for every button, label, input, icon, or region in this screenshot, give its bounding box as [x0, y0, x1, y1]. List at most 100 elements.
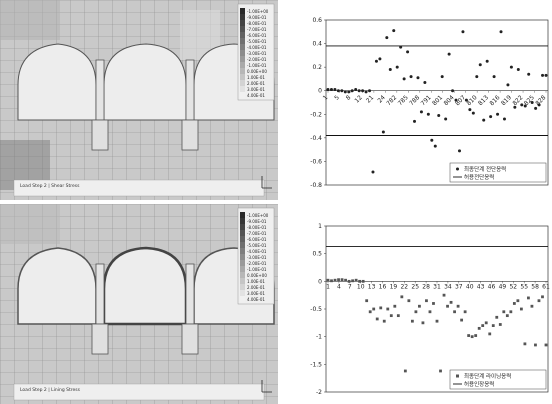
- data-point: [516, 68, 520, 71]
- data-point: [419, 110, 423, 114]
- y-tick-label: 0.6: [312, 17, 322, 24]
- data-point: [544, 343, 548, 347]
- colorbar-label: -8.00E-01: [247, 225, 267, 230]
- colorbar-swatch: [240, 278, 245, 284]
- colorbar-label: 3.00E-01: [247, 291, 265, 296]
- data-point: [333, 278, 337, 282]
- y-tick-label: 0: [318, 278, 322, 285]
- colorbar-label: 2.00E-01: [247, 285, 265, 290]
- data-point: [495, 315, 499, 319]
- data-point: [399, 45, 403, 49]
- data-point: [388, 68, 392, 71]
- colorbar-swatch: [240, 272, 245, 278]
- x-tick-label: 21: [365, 94, 375, 104]
- data-point: [368, 89, 372, 93]
- colorbar-swatch: [240, 56, 245, 62]
- data-point: [534, 106, 538, 110]
- data-point: [470, 335, 474, 339]
- colorbar-swatch: [240, 14, 245, 20]
- x-tick-label: 4: [337, 283, 341, 290]
- x-tick-label: 24: [376, 94, 386, 104]
- y-tick-label: -2: [316, 389, 322, 396]
- colorbar-label: 1.00E-01: [247, 279, 265, 284]
- x-tick-label: 12: [353, 94, 363, 104]
- data-point: [433, 144, 437, 148]
- data-point: [461, 30, 465, 34]
- x-tick-label: 46: [488, 283, 496, 290]
- y-tick-label: -0.4: [310, 135, 322, 142]
- colorbar-label: 0.00E+00: [247, 69, 267, 74]
- x-tick-label: 28: [422, 283, 430, 290]
- colorbar-label: -1.00E+00: [247, 213, 269, 218]
- fem-mesh-top: -1.00E+00-9.00E-01-8.00E-01-7.00E-01-6.0…: [0, 0, 278, 200]
- data-point: [471, 111, 475, 115]
- data-point: [485, 59, 489, 63]
- data-point: [523, 342, 527, 346]
- colorbar-swatch: [240, 26, 245, 32]
- data-point: [375, 317, 379, 321]
- data-point: [541, 73, 545, 77]
- data-point: [474, 334, 478, 337]
- legend-box: [449, 162, 547, 183]
- data-point: [537, 103, 541, 107]
- data-point: [440, 75, 444, 79]
- legend-series-label: 최종단계 라이닝응력: [464, 372, 511, 380]
- data-point: [523, 104, 527, 108]
- data-point: [351, 279, 355, 283]
- colorbar-label: 3.00E-01: [247, 87, 265, 92]
- plot-area: [325, 225, 549, 393]
- data-point: [482, 118, 486, 122]
- data-point: [347, 279, 351, 283]
- legend-line-label: 허용인장응력: [464, 380, 494, 388]
- data-point: [392, 29, 396, 33]
- x-tick-label: 49: [499, 283, 507, 290]
- data-point: [389, 314, 393, 318]
- data-point: [395, 65, 399, 69]
- data-point: [364, 90, 368, 94]
- colorbar-label: 0.00E+00: [247, 273, 267, 278]
- colorbar-swatch: [240, 80, 245, 86]
- colorbar-swatch: [240, 248, 245, 254]
- data-point: [347, 90, 351, 94]
- data-point: [340, 89, 344, 93]
- y-tick-label: 0.4: [312, 41, 322, 48]
- data-point: [379, 306, 383, 310]
- data-point: [326, 278, 330, 282]
- data-point: [428, 310, 432, 314]
- y-tick-label: -0.8: [310, 182, 322, 189]
- data-point: [541, 295, 544, 299]
- data-point: [372, 307, 376, 311]
- colorbar-swatch: [240, 44, 245, 50]
- x-tick-label: 22: [400, 283, 408, 290]
- data-point: [537, 299, 541, 303]
- colorbar-swatch: [240, 236, 245, 242]
- data-point: [409, 75, 413, 79]
- data-point: [446, 304, 449, 308]
- data-point: [430, 138, 434, 142]
- data-point: [365, 299, 369, 303]
- colorbar-swatch: [240, 260, 245, 266]
- data-point: [499, 30, 503, 34]
- data-point: [467, 334, 471, 337]
- data-point: [418, 304, 421, 308]
- data-point: [354, 88, 358, 92]
- colorbar-swatch: [240, 218, 245, 224]
- data-point: [378, 57, 382, 61]
- colorbar-swatch: [240, 242, 245, 248]
- colorbar-label: -7.00E-01: [247, 27, 267, 32]
- data-point: [513, 105, 517, 109]
- data-point: [481, 324, 485, 327]
- data-point: [426, 112, 430, 116]
- colorbar-swatch: [240, 50, 245, 56]
- colorbar-label: -7.00E-01: [247, 231, 267, 236]
- x-tick-label: 10: [357, 283, 365, 290]
- data-point: [484, 321, 488, 325]
- legend-box: [449, 369, 547, 390]
- data-point: [520, 103, 524, 107]
- data-point: [444, 117, 448, 121]
- legend-series-label: 최종단계 전단응력: [464, 165, 506, 173]
- data-point: [414, 310, 418, 314]
- colorbar-label: 4.00E-01: [247, 297, 265, 302]
- data-point: [344, 278, 347, 282]
- data-point: [400, 295, 404, 299]
